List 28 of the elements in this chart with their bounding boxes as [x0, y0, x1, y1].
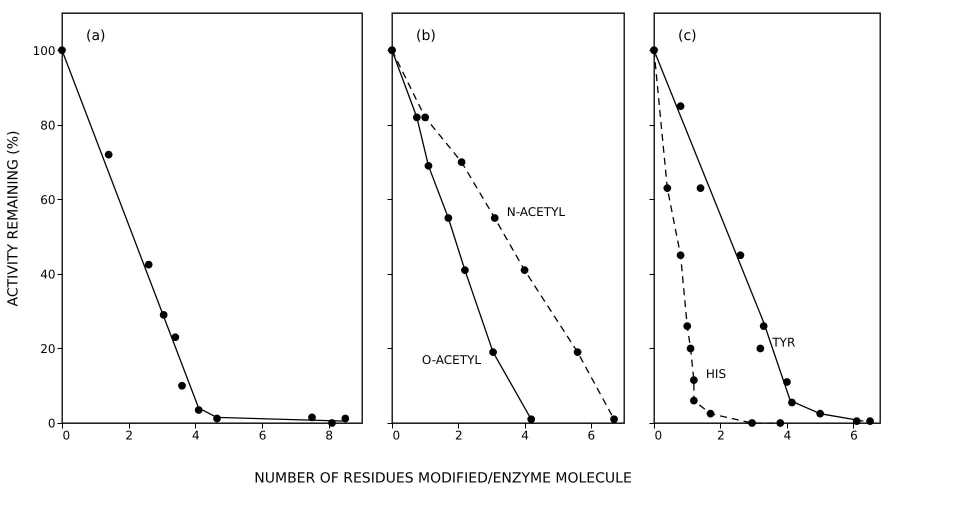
- y-axis-title: ACTIVITY REMAINING (%): [6, 130, 22, 307]
- x-tick-label: 2: [717, 428, 725, 442]
- x-tick-label: 6: [588, 428, 596, 442]
- y-tick-label: 60: [40, 192, 56, 207]
- x-tick-label: 2: [454, 428, 463, 442]
- annotation: (b): [416, 28, 436, 44]
- series-label: TYR: [771, 335, 796, 350]
- x-tick-label: 6: [258, 428, 266, 442]
- x-tick-label: 4: [192, 428, 200, 442]
- y-tick-label: 20: [40, 342, 56, 356]
- y-tick-label: 80: [40, 118, 56, 132]
- x-tick-label: 8: [325, 428, 333, 442]
- y-tick-label: 0: [48, 416, 56, 430]
- x-tick-label: 0: [654, 428, 662, 442]
- annotation: (a): [86, 28, 106, 44]
- x-axis-title: NUMBER OF RESIDUES MODIFIED/ENZYME MOLECULE: [254, 470, 632, 487]
- series-label: O-ACETYL: [422, 353, 482, 368]
- x-tick-label: 4: [784, 428, 792, 442]
- x-tick-label: 6: [850, 428, 858, 442]
- x-tick-label: 0: [392, 428, 400, 442]
- y-tick-label: 100: [32, 44, 56, 58]
- x-tick-label: 0: [62, 428, 70, 442]
- annotation: (c): [678, 28, 697, 44]
- y-tick-label: 40: [40, 267, 56, 282]
- x-tick-label: 4: [521, 428, 529, 442]
- x-tick-label: 2: [125, 428, 133, 442]
- series-label: N-ACETYL: [506, 205, 566, 219]
- series-label: HIS: [706, 367, 726, 382]
